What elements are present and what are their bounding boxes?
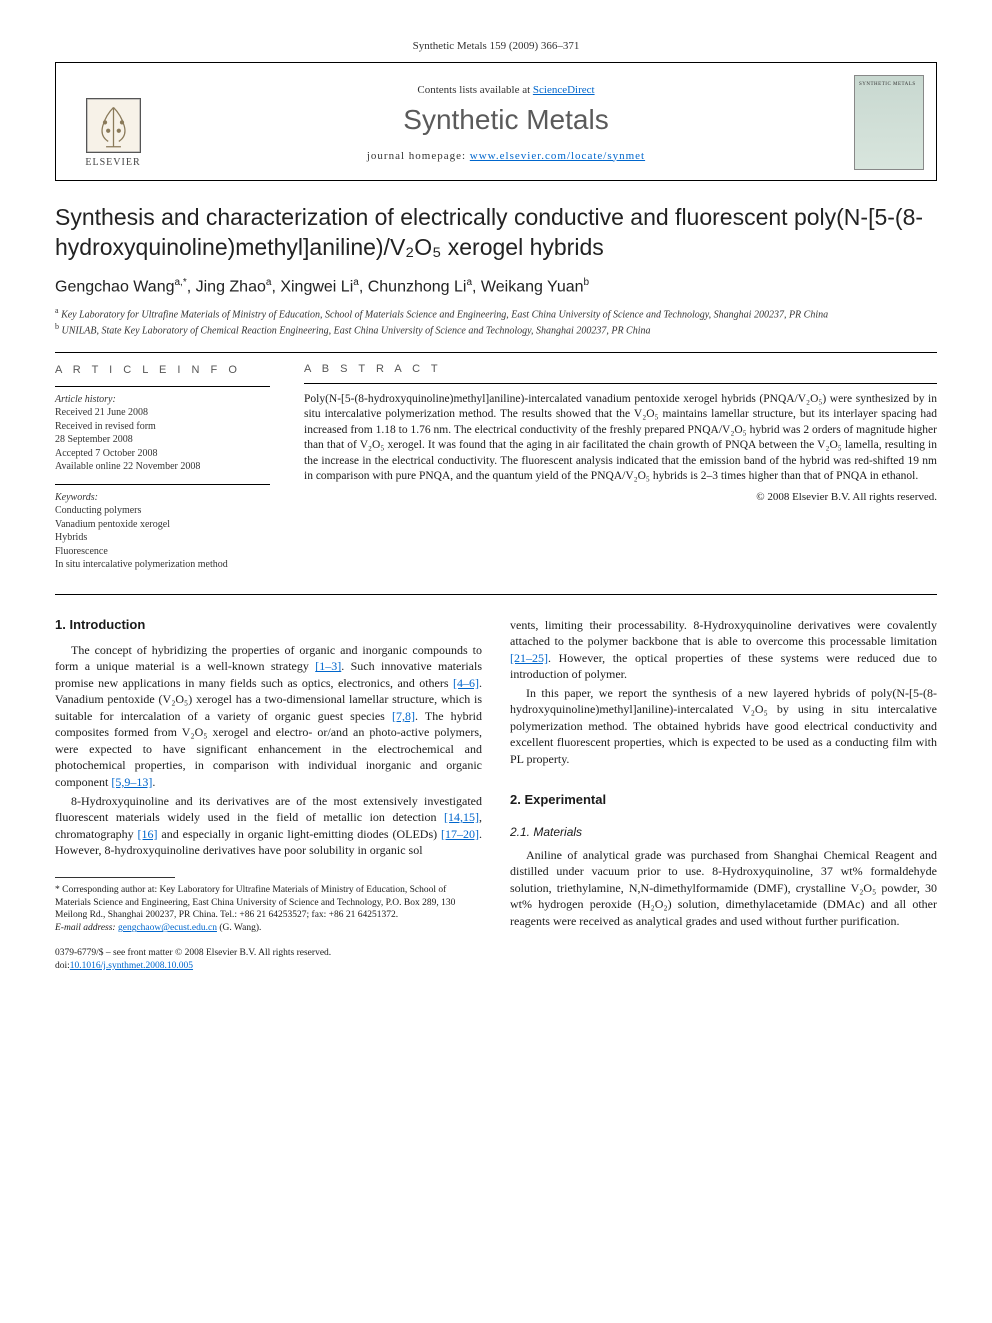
section-2-heading: 2. Experimental <box>510 792 937 807</box>
divider <box>55 386 270 387</box>
citation-link[interactable]: [4–6] <box>453 676 479 690</box>
received-date: Received 21 June 2008 <box>55 406 270 420</box>
section-2-1-heading: 2.1. Materials <box>510 825 937 839</box>
journal-name: Synthetic Metals <box>158 104 854 136</box>
elsevier-tree-icon <box>86 98 141 153</box>
page-footer: 0379-6779/$ – see front matter © 2008 El… <box>55 947 482 973</box>
journal-homepage-line: journal homepage: www.elsevier.com/locat… <box>158 150 854 162</box>
article-title: Synthesis and characterization of electr… <box>55 203 937 263</box>
divider <box>55 594 937 595</box>
doi-label: doi: <box>55 961 70 971</box>
journal-cover-thumbnail <box>854 75 924 170</box>
doi-link[interactable]: 10.1016/j.synthmet.2008.10.005 <box>70 961 193 971</box>
divider <box>55 484 270 485</box>
paragraph: In this paper, we report the synthesis o… <box>510 685 937 768</box>
keyword: Vanadium pentoxide xerogel <box>55 518 270 532</box>
paragraph: Aniline of analytical grade was purchase… <box>510 847 937 930</box>
divider <box>304 383 937 384</box>
paragraph: vents, limiting their processability. 8-… <box>510 617 937 683</box>
copyright-line: 0379-6779/$ – see front matter © 2008 El… <box>55 947 482 960</box>
citation-link[interactable]: [14,15] <box>444 810 479 824</box>
citation-link[interactable]: [21–25] <box>510 651 548 665</box>
abstract-column: A B S T R A C T Poly(N-[5-(8-hydroxyquin… <box>304 363 937 582</box>
article-info-label: A R T I C L E I N F O <box>55 363 270 378</box>
affiliation-b: b UNILAB, State Key Laboratory of Chemic… <box>55 322 937 338</box>
footnote-divider <box>55 877 175 878</box>
citation-link[interactable]: [16] <box>138 827 158 841</box>
authors-line: Gengchao Wanga,*, Jing Zhaoa, Xingwei Li… <box>55 277 937 296</box>
sciencedirect-link[interactable]: ScienceDirect <box>533 84 595 96</box>
article-info-column: A R T I C L E I N F O Article history: R… <box>55 363 270 582</box>
citation-link[interactable]: [1–3] <box>315 659 341 673</box>
publisher-name: ELSEVIER <box>85 157 140 168</box>
keywords-head: Keywords: <box>55 491 270 505</box>
journal-banner: ELSEVIER Contents lists available at Sci… <box>55 62 937 181</box>
online-date: Available online 22 November 2008 <box>55 460 270 474</box>
affiliation-a: a Key Laboratory for Ultrafine Materials… <box>55 306 937 322</box>
email-footnote: E-mail address: gengchaow@ecust.edu.cn (… <box>55 922 482 935</box>
publisher-logo: ELSEVIER <box>68 78 158 168</box>
homepage-link[interactable]: www.elsevier.com/locate/synmet <box>470 150 645 162</box>
corresponding-author-footnote: * Corresponding author at: Key Laborator… <box>55 884 482 922</box>
paragraph: 8-Hydroxyquinoline and its derivatives a… <box>55 793 482 859</box>
email-link[interactable]: gengchaow@ecust.edu.cn <box>118 923 217 933</box>
paragraph: The concept of hybridizing the propertie… <box>55 642 482 791</box>
keyword: In situ intercalative polymerization met… <box>55 558 270 572</box>
left-column: 1. Introduction The concept of hybridizi… <box>55 617 482 973</box>
keyword: Conducting polymers <box>55 504 270 518</box>
divider <box>55 352 937 353</box>
right-column: vents, limiting their processability. 8-… <box>510 617 937 973</box>
abstract-label: A B S T R A C T <box>304 363 937 375</box>
section-1-heading: 1. Introduction <box>55 617 482 632</box>
history-head: Article history: <box>55 393 270 407</box>
homepage-label: journal homepage: <box>367 150 470 162</box>
revised-date: 28 September 2008 <box>55 433 270 447</box>
keyword: Hybrids <box>55 531 270 545</box>
revised-label: Received in revised form <box>55 420 270 434</box>
citation-link[interactable]: [7,8] <box>392 709 415 723</box>
accepted-date: Accepted 7 October 2008 <box>55 447 270 461</box>
contents-available-line: Contents lists available at ScienceDirec… <box>158 84 854 96</box>
journal-reference: Synthetic Metals 159 (2009) 366–371 <box>55 40 937 52</box>
keyword: Fluorescence <box>55 545 270 559</box>
citation-link[interactable]: [5,9–13] <box>111 775 152 789</box>
abstract-copyright: © 2008 Elsevier B.V. All rights reserved… <box>304 491 937 503</box>
abstract-text: Poly(N-[5-(8-hydroxyquinoline)methyl]ani… <box>304 392 937 485</box>
contents-text: Contents lists available at <box>417 84 532 96</box>
citation-link[interactable]: [17–20] <box>441 827 479 841</box>
